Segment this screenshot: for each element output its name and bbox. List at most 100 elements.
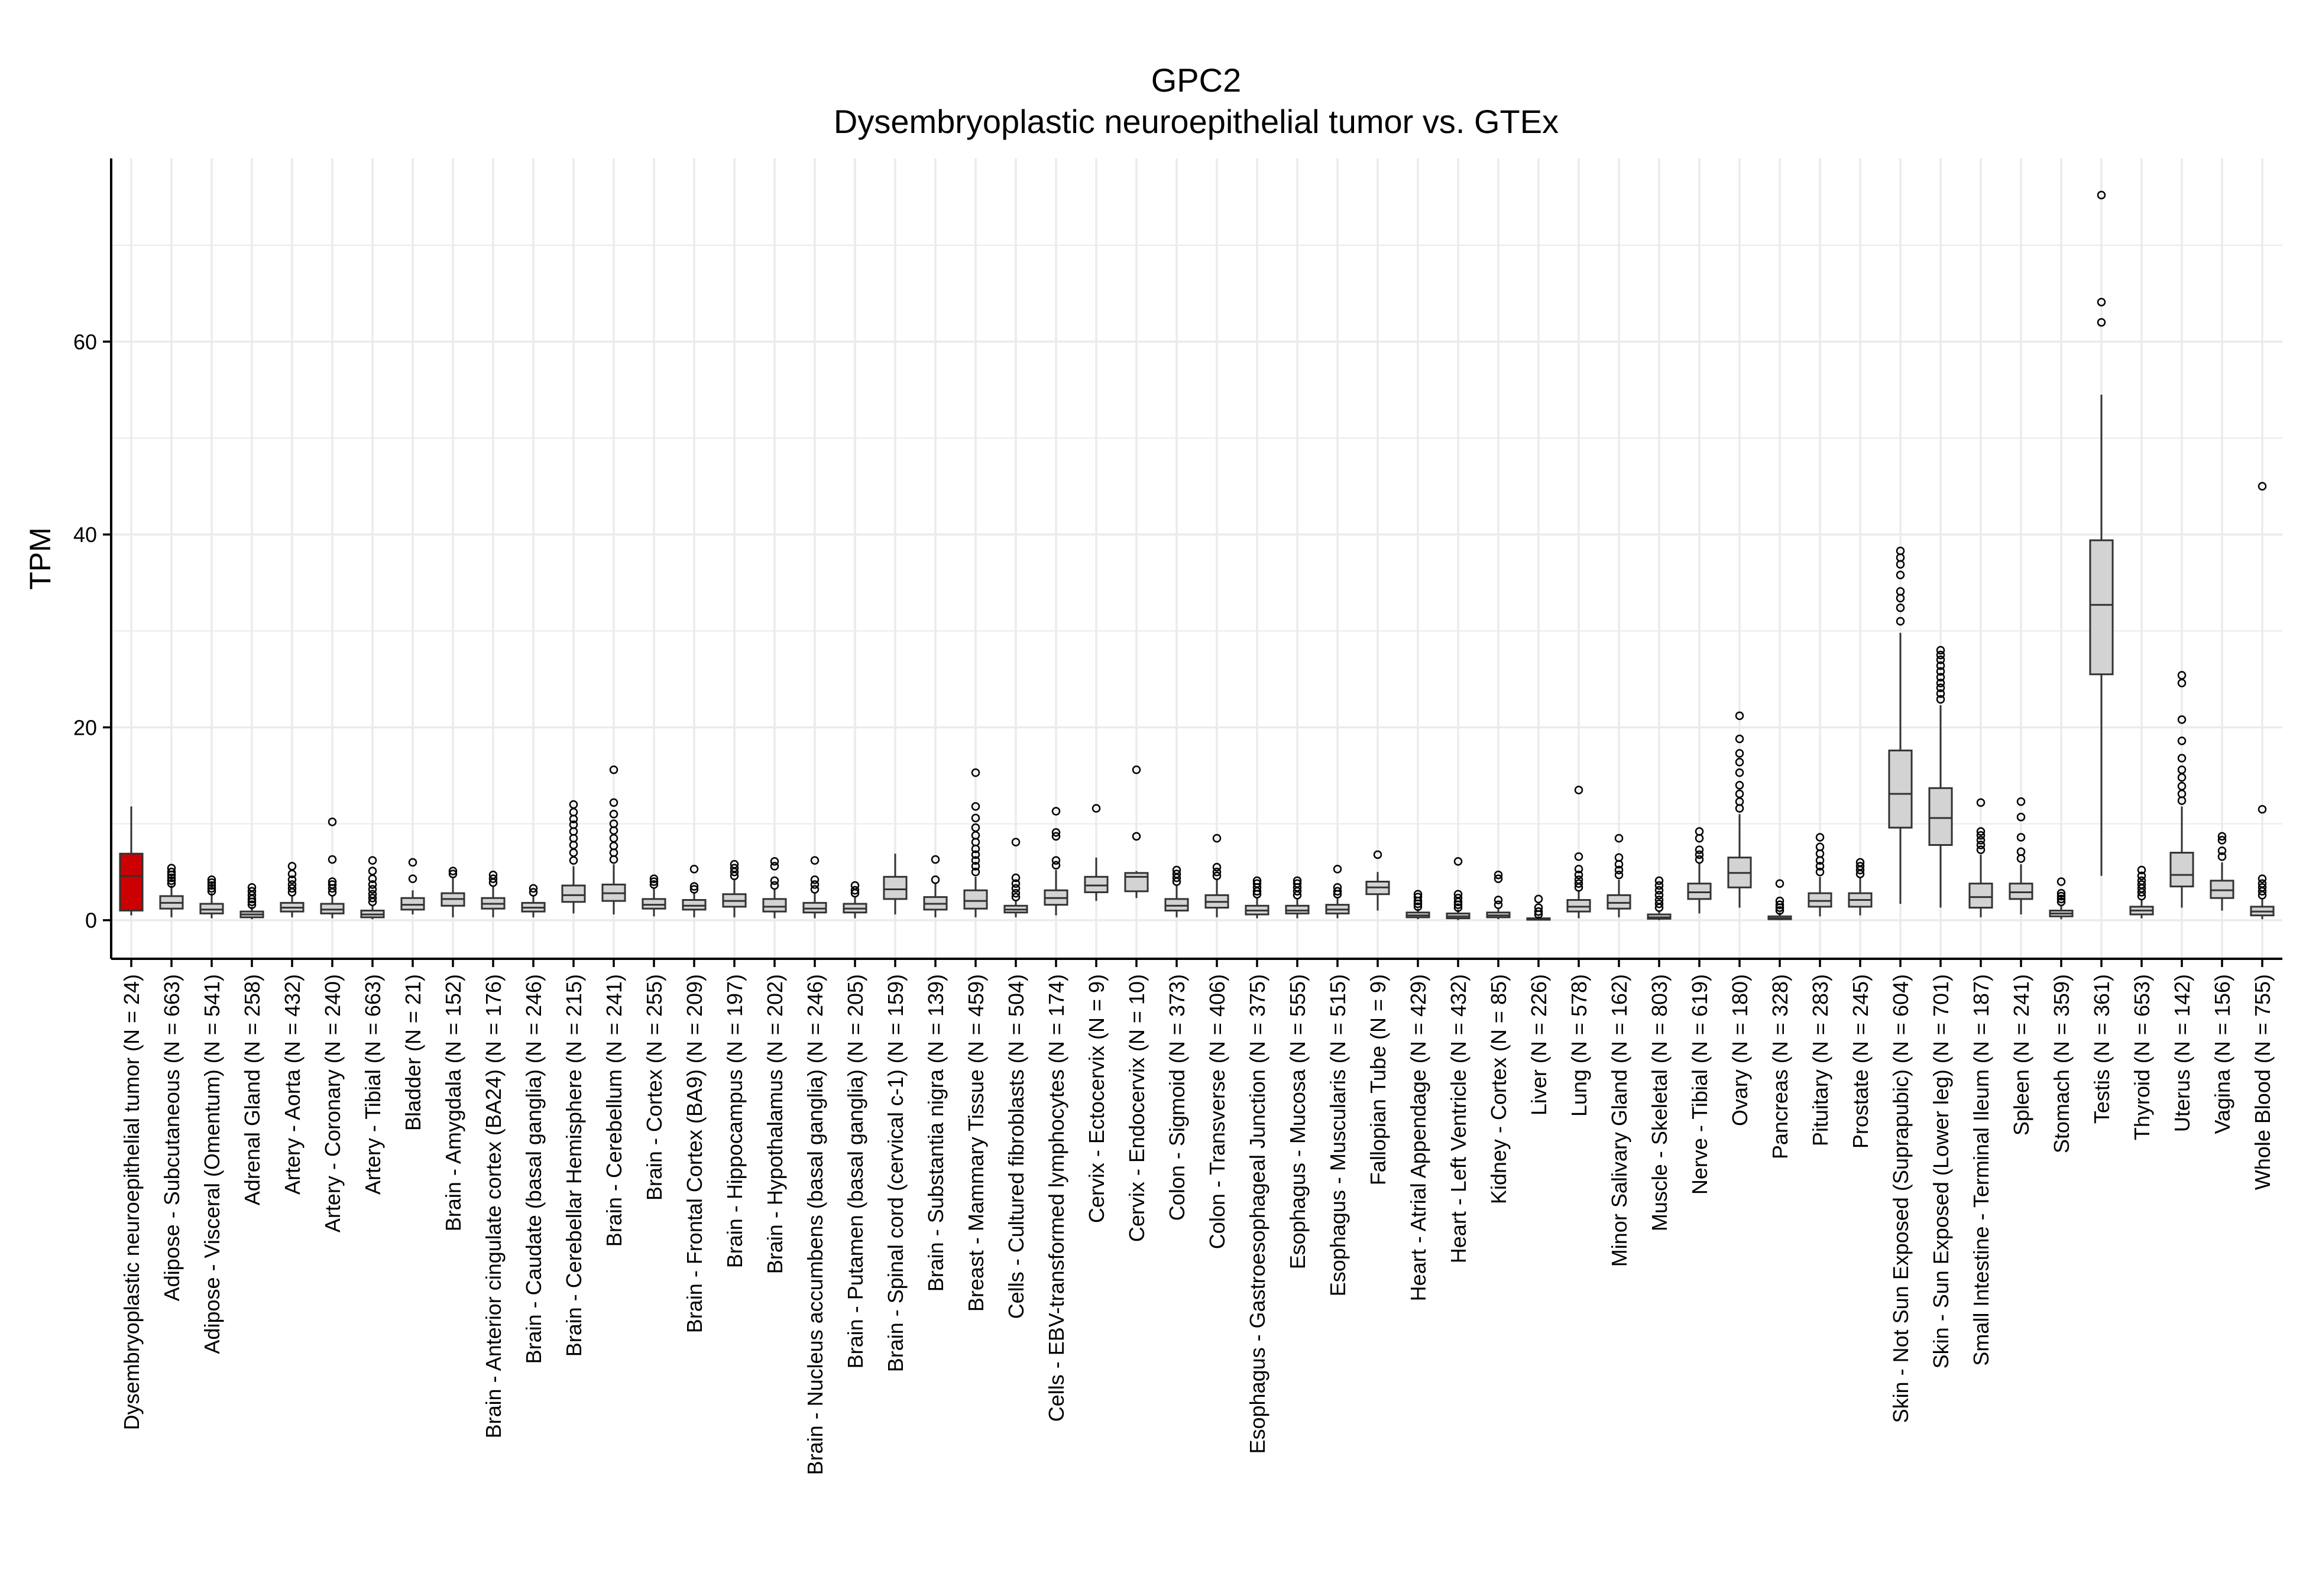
outlier-point xyxy=(1735,757,1744,767)
box-group xyxy=(802,856,827,919)
outlier-point xyxy=(1855,862,1865,871)
box-group xyxy=(1003,838,1028,917)
outlier-point xyxy=(2016,847,2026,857)
outlier-point xyxy=(1453,890,1463,898)
outlier-point xyxy=(167,867,176,877)
box-group xyxy=(963,768,988,917)
box-body xyxy=(1968,883,1993,909)
outlier-point xyxy=(2056,891,2066,901)
outlier-point xyxy=(1534,903,1543,912)
outlier-point xyxy=(1654,891,1664,900)
outlier-point xyxy=(1936,650,1945,660)
outlier-point xyxy=(1815,842,1825,852)
outlier-point xyxy=(1453,903,1463,912)
outlier-point xyxy=(1896,617,1905,626)
outlier-point xyxy=(1494,896,1503,904)
box-group xyxy=(119,806,144,916)
x-tick-label: Brain - Hypothalamus (N = 202) xyxy=(763,974,787,1274)
box-body xyxy=(2210,880,2234,899)
outlier-point xyxy=(1333,887,1342,896)
box-group xyxy=(1365,850,1390,911)
outlier-point xyxy=(2217,836,2227,845)
x-tick-label: Prostate (N = 245) xyxy=(1848,974,1873,1149)
outlier-point xyxy=(1534,907,1543,916)
outlier-point xyxy=(1092,804,1101,813)
outlier-point xyxy=(1976,827,1986,836)
outlier-point xyxy=(368,885,377,894)
outlier-point xyxy=(368,867,377,875)
chart-title: GPC2 xyxy=(1151,61,1242,99)
box-group xyxy=(1245,876,1269,919)
outlier-point xyxy=(1614,870,1624,880)
y-tick-label: 20 xyxy=(73,715,97,739)
outlier-point xyxy=(1172,870,1181,878)
outlier-point xyxy=(1896,587,1905,596)
outlier-point xyxy=(1051,828,1061,837)
x-tick-label: Brain - Caudate (basal ganglia) (N = 246… xyxy=(522,974,546,1364)
outlier-point xyxy=(1373,850,1382,859)
outlier-point xyxy=(1051,832,1061,841)
outlier-point xyxy=(1654,899,1664,909)
box-group xyxy=(1607,833,1631,917)
outlier-point xyxy=(1333,883,1342,892)
outlier-point xyxy=(1936,645,1945,655)
outlier-point xyxy=(2177,765,2187,774)
x-tick-label: Ovary (N = 180) xyxy=(1728,974,1752,1126)
outlier-point xyxy=(1936,667,1945,676)
outlier-point xyxy=(971,862,980,871)
chart-subtitle: Dysembryoplastic neuroepithelial tumor v… xyxy=(834,103,1559,140)
outlier-point xyxy=(1212,871,1222,880)
x-tick-label: Breast - Mammary Tissue (N = 459) xyxy=(964,974,988,1312)
x-tick-label: Adrenal Gland (N = 258) xyxy=(240,974,264,1205)
x-tick-label: Stomach (N = 359) xyxy=(2049,974,2074,1153)
x-tick-label: Adipose - Visceral (Omentum) (N = 541) xyxy=(200,974,224,1354)
box-group xyxy=(1405,890,1430,920)
outlier-point xyxy=(1132,832,1141,841)
box-group xyxy=(923,855,948,917)
box-group xyxy=(1767,879,1792,920)
x-tick-label: Bladder (N = 21) xyxy=(401,974,425,1131)
box-group xyxy=(722,859,747,917)
outlier-point xyxy=(569,820,578,829)
outlier-point xyxy=(1936,679,1945,687)
outlier-point xyxy=(1453,857,1463,866)
outlier-point xyxy=(850,881,860,890)
outlier-point xyxy=(1051,856,1061,865)
outlier-point xyxy=(730,864,739,872)
box-group xyxy=(1808,833,1832,917)
outlier-point xyxy=(2097,318,2106,327)
x-tick-label: Cervix - Endocervix (N = 10) xyxy=(1125,974,1149,1242)
box-body xyxy=(320,903,345,914)
outlier-point xyxy=(971,802,980,811)
box-body xyxy=(1687,883,1712,900)
outlier-point xyxy=(167,879,176,888)
box-body xyxy=(642,898,666,910)
x-tick-label: Pancreas (N = 328) xyxy=(1768,974,1792,1159)
x-tick-label: Brain - Amygdala (N = 152) xyxy=(441,974,465,1231)
box-group xyxy=(481,870,506,917)
x-tick-label: Cervix - Ectocervix (N = 9) xyxy=(1084,974,1109,1223)
outlier-point xyxy=(971,856,980,865)
outlier-point xyxy=(328,877,337,886)
outlier-point xyxy=(1775,906,1784,915)
outlier-point xyxy=(2177,671,2187,680)
outlier-point xyxy=(2177,754,2187,763)
outlier-point xyxy=(328,855,337,864)
x-tick-label: Heart - Left Ventricle (N = 432) xyxy=(1446,974,1471,1263)
outlier-point xyxy=(931,875,940,884)
x-tick-label: Heart - Atrial Appendage (N = 429) xyxy=(1406,974,1430,1301)
outlier-point xyxy=(609,765,618,774)
outlier-point xyxy=(2258,482,2267,491)
box-body xyxy=(199,903,224,914)
outlier-point xyxy=(1896,546,1905,556)
outlier-point xyxy=(1654,896,1664,904)
box-body xyxy=(400,897,425,911)
outlier-point xyxy=(1132,765,1141,774)
outlier-point xyxy=(1936,683,1945,692)
outlier-point xyxy=(1735,781,1744,790)
box-group xyxy=(1848,858,1873,916)
box-body xyxy=(561,884,586,903)
outlier-point xyxy=(1654,885,1664,895)
outlier-point xyxy=(287,862,297,871)
outlier-point xyxy=(810,885,820,894)
